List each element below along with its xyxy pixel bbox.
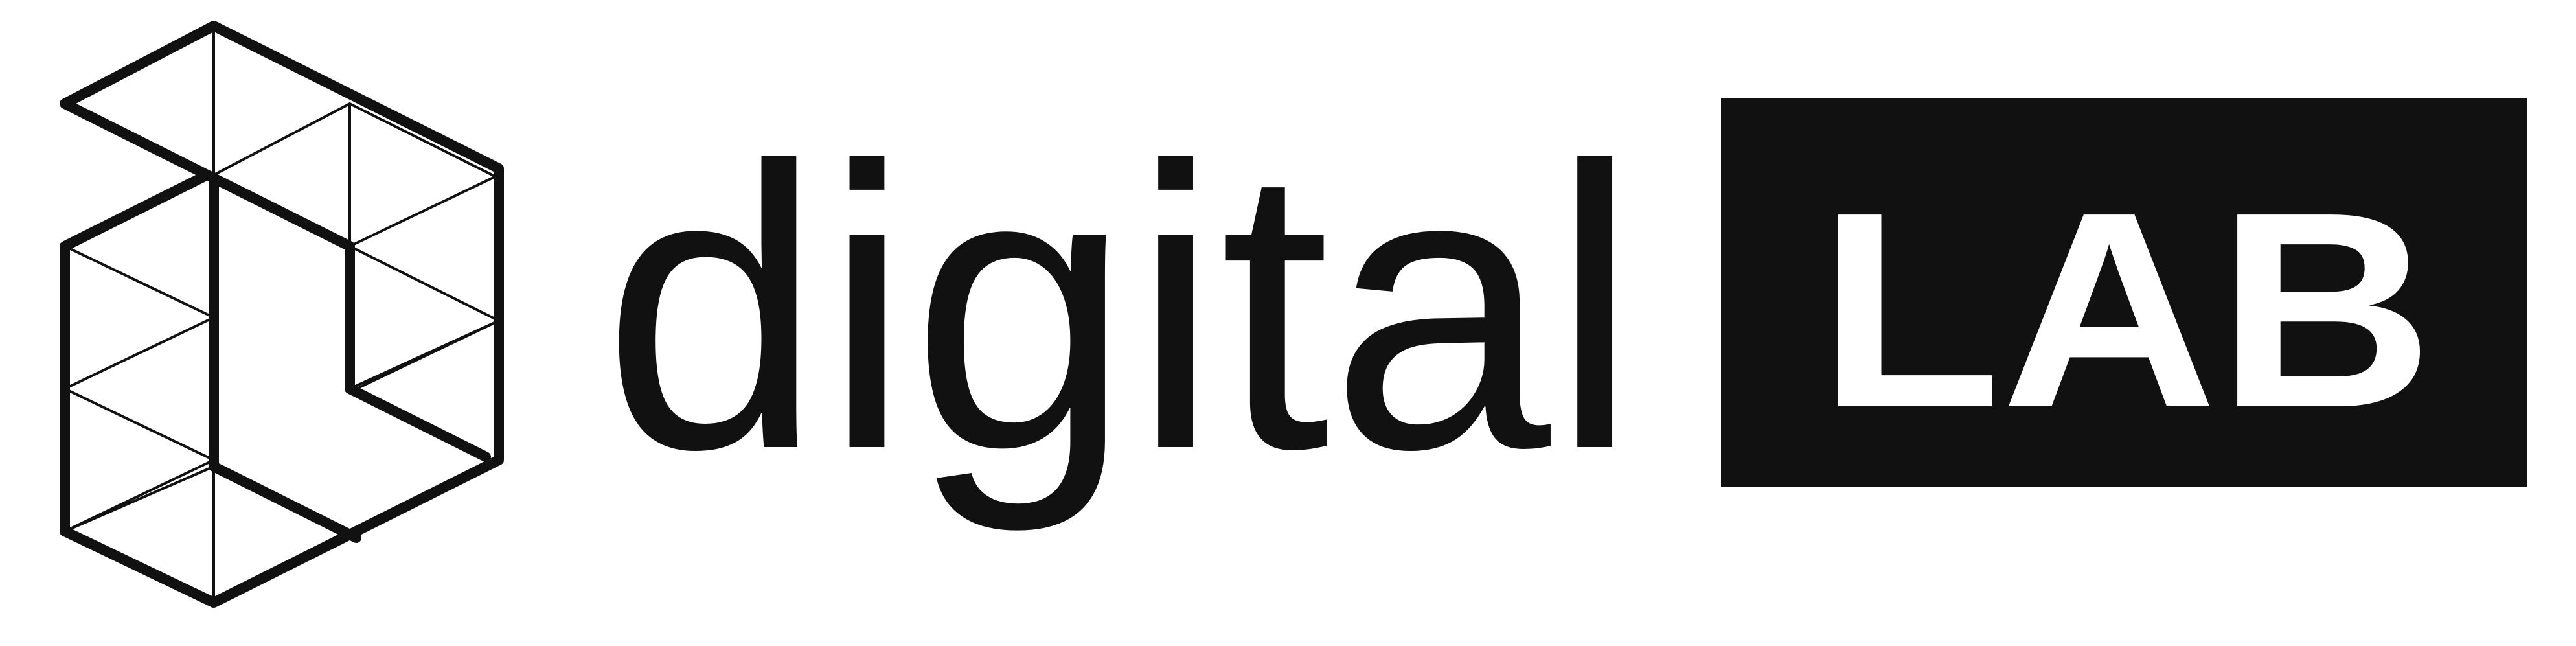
- mark-lattice: [63, 25, 500, 604]
- lab-badge-text-layer: LAB: [1818, 155, 2434, 466]
- wordmark-digital: digital: [602, 123, 1639, 535]
- mark-outer-contour: [60, 21, 504, 608]
- wordmark-digital-text: digital: [602, 123, 1639, 535]
- lab-badge: LAB: [1721, 98, 2527, 487]
- wordmark-lab-text: LAB: [1818, 155, 2434, 466]
- hexagon-triangle-mesh-icon: [60, 21, 504, 608]
